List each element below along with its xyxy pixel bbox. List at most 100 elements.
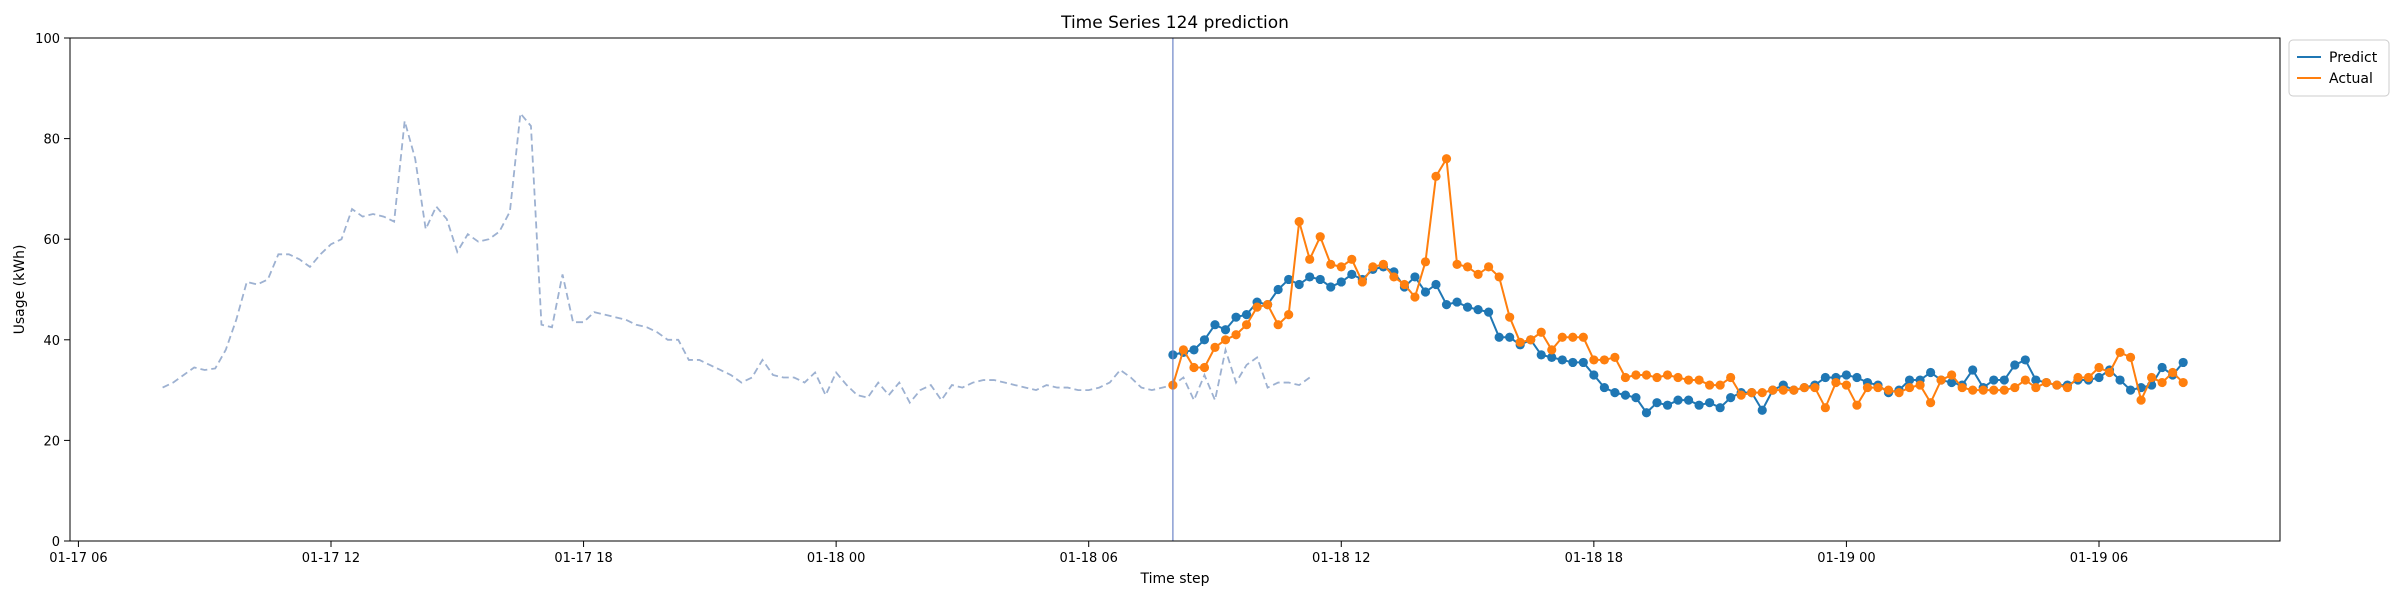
actual-point: [2052, 380, 2062, 390]
predict-point: [1199, 335, 1210, 345]
predict-point: [1284, 274, 1294, 285]
actual-point: [1273, 320, 1283, 330]
predict-point: [1220, 325, 1231, 335]
actual-point: [1547, 345, 1557, 355]
actual-point: [1757, 388, 1767, 398]
actual-point: [1599, 355, 1609, 365]
y-tick-label: 100: [35, 32, 60, 47]
actual-point: [1484, 262, 1494, 272]
predict-point: [1241, 310, 1252, 320]
predict-point: [1315, 274, 1325, 285]
actual-point: [1210, 342, 1220, 352]
predict-point: [1473, 305, 1483, 315]
actual-point: [1315, 232, 1325, 242]
predict-point: [1652, 398, 1662, 408]
actual-point: [2104, 367, 2115, 378]
y-tick-label: 60: [43, 233, 60, 248]
plot-frame: [69, 37, 2281, 542]
predict-point: [1968, 365, 1978, 375]
actual-point: [2031, 382, 2041, 393]
predict-point: [1904, 375, 1915, 385]
actual-point: [1252, 302, 1262, 312]
history-series-line: [162, 111, 1311, 405]
actual-point: [1178, 345, 1189, 355]
actual-point: [2020, 375, 2030, 385]
predict-point: [1610, 388, 1620, 398]
actual-point: [1220, 335, 1231, 345]
actual-point: [1915, 380, 1925, 390]
actual-point: [1831, 377, 1841, 388]
predict-point: [1631, 393, 1641, 403]
legend: Predict Actual: [2288, 39, 2390, 97]
actual-point: [1989, 385, 1999, 395]
predict-point: [1294, 279, 1304, 290]
actual-point: [1768, 385, 1778, 395]
predict-point: [1557, 355, 1567, 365]
actual-point: [1536, 327, 1546, 337]
actual-point: [1336, 262, 1346, 272]
actual-point: [1557, 332, 1567, 342]
actual-point: [1841, 380, 1852, 390]
y-tick-label: 40: [43, 334, 60, 349]
predict-point: [1989, 375, 1999, 385]
actual-point: [1241, 320, 1252, 330]
predict-point: [1305, 272, 1315, 282]
actual-point: [2147, 372, 2157, 383]
actual-point: [1452, 259, 1462, 269]
actual-point: [1494, 272, 1504, 282]
actual-point: [1420, 257, 1431, 267]
x-tick-label: 01-17 06: [49, 551, 107, 566]
actual-point: [1263, 299, 1273, 310]
actual-point: [1578, 332, 1588, 342]
predict-series-line: [1172, 265, 2184, 415]
actual-point: [1620, 372, 1631, 383]
actual-point: [2041, 377, 2051, 388]
actual-point: [2083, 372, 2094, 383]
actual-point: [1799, 382, 1809, 393]
predict-point: [1462, 302, 1473, 312]
actual-point: [1694, 375, 1704, 385]
actual-point: [1715, 380, 1725, 390]
predict-point: [1273, 284, 1283, 295]
actual-point: [1378, 259, 1388, 269]
actual-point: [1683, 375, 1694, 385]
actual-point: [2115, 347, 2125, 357]
x-axis: 01-17 06 01-17 12 01-17 18 01-18 00 01-18 06…: [49, 541, 2128, 566]
y-tick-label: 80: [43, 133, 60, 148]
actual-point: [2010, 382, 2020, 393]
x-tick-label: 01-19 00: [1817, 551, 1875, 566]
actual-point: [1957, 382, 1967, 393]
predict-point: [1210, 320, 1220, 330]
legend-label-actual: Actual: [2329, 71, 2373, 87]
predict-point: [1326, 282, 1336, 292]
actual-point: [1410, 292, 1420, 302]
predict-point: [1568, 357, 1578, 368]
actual-point: [1662, 370, 1673, 380]
predict-point: [1536, 350, 1546, 360]
x-tick-label: 01-17 12: [302, 551, 360, 566]
actual-point: [2168, 367, 2178, 378]
actual-point: [1189, 362, 1199, 373]
actual-point: [1789, 385, 1799, 395]
predict-point: [1505, 332, 1515, 342]
predict-point: [2094, 372, 2104, 383]
actual-point: [1810, 382, 1820, 393]
actual-point: [2094, 362, 2104, 373]
actual-point: [2125, 352, 2136, 363]
actual-point: [1568, 332, 1578, 342]
x-tick-label: 01-18 18: [1565, 551, 1623, 566]
predict-point: [1683, 395, 1694, 405]
predict-point: [1820, 372, 1830, 383]
actual-point: [1705, 380, 1715, 390]
predict-point: [1189, 345, 1199, 355]
predict-point: [1452, 297, 1462, 307]
predict-point: [1662, 400, 1673, 410]
actual-series: [1168, 154, 2188, 413]
actual-point: [2062, 382, 2073, 393]
actual-point: [2136, 395, 2146, 405]
x-tick-label: 01-18 12: [1312, 551, 1370, 566]
actual-point: [1736, 390, 1746, 400]
predict-point: [1589, 370, 1599, 380]
actual-point: [1778, 385, 1788, 395]
actual-point: [1505, 312, 1515, 322]
